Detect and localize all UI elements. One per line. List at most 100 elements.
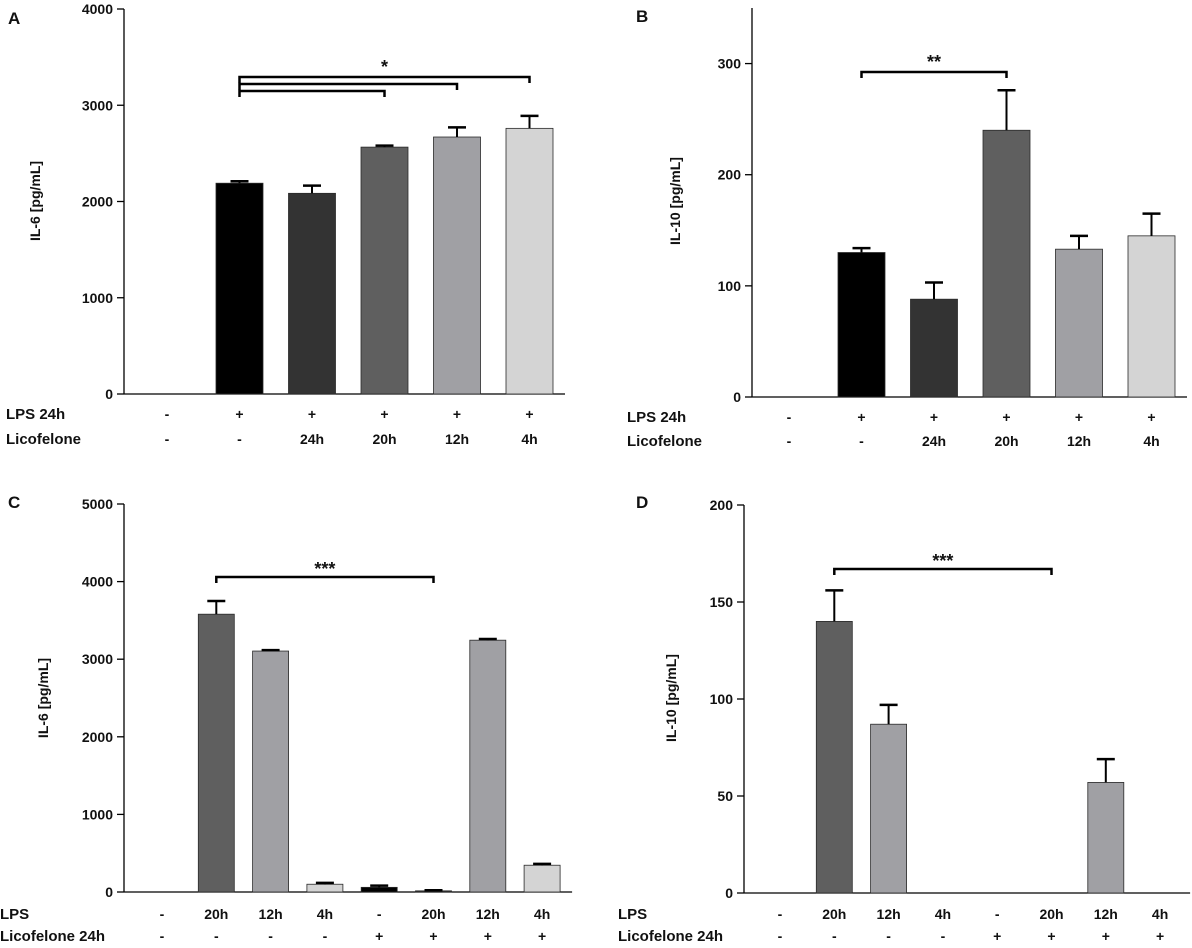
condition-value: + (1147, 409, 1155, 425)
condition-value: - (859, 433, 864, 449)
y-axis-title: IL-10 [pg/mL] (663, 654, 679, 742)
y-tick-label: 0 (725, 885, 733, 901)
y-tick-label: 300 (718, 56, 742, 72)
condition-value: - (778, 928, 783, 944)
condition-value: - (787, 409, 792, 425)
condition-value: 24h (922, 433, 946, 449)
condition-value: - (787, 433, 792, 449)
y-tick-label: 3000 (82, 97, 113, 113)
condition-value: - (377, 906, 382, 922)
y-tick-label: 1000 (82, 290, 113, 306)
y-tick-label: 5000 (82, 496, 113, 512)
panel-letter: C (8, 493, 20, 512)
condition-value: + (1156, 928, 1164, 944)
condition-value: + (453, 406, 461, 422)
y-tick-label: 200 (718, 167, 742, 183)
y-axis-title: IL-6 [pg/mL] (27, 161, 43, 241)
panel-letter: D (636, 493, 648, 512)
condition-value: + (429, 928, 437, 944)
condition-value: - (214, 928, 219, 944)
y-tick-label: 100 (710, 691, 734, 707)
panel-letter: A (8, 9, 20, 28)
y-tick-label: 0 (733, 389, 741, 405)
bar (215, 182, 264, 395)
condition-value: 20h (822, 906, 846, 922)
y-tick-label: 4000 (82, 574, 113, 590)
condition-value: - (778, 906, 783, 922)
condition-value: - (165, 431, 170, 447)
bar (433, 136, 481, 395)
row-label: LPS 24h (6, 406, 65, 423)
panel-D: D 0 50 100 150 200 IL-10 [pg/mL] *** LPS - 20h 12h 4… (618, 493, 1191, 945)
condition-value: - (941, 928, 946, 944)
significance-bracket (238, 75, 531, 83)
row-label: LPS (0, 906, 29, 923)
condition-value: 4h (935, 906, 951, 922)
condition-value: 20h (372, 431, 396, 447)
significance-bracket (215, 575, 435, 583)
bar (870, 723, 907, 894)
row-label: LPS 24h (627, 409, 686, 426)
condition-value: + (993, 928, 1001, 944)
condition-value: + (538, 928, 546, 944)
y-tick-label: 0 (105, 884, 113, 900)
y-tick-label: 200 (710, 497, 734, 513)
row-label: Licofelone 24h (618, 928, 723, 945)
y-tick-label: 1000 (82, 806, 113, 822)
y-tick-label: 50 (717, 788, 733, 804)
condition-value: 4h (1152, 906, 1168, 922)
significance-bracket (238, 89, 386, 97)
condition-value: 4h (534, 906, 550, 922)
panel-A: A 0 1000 2000 3000 4000 IL-6 [pg/mL] * LPS 24h - +… (6, 1, 565, 448)
row-label: LPS (618, 906, 647, 923)
row-label: Licofelone (6, 431, 81, 448)
condition-value: + (380, 406, 388, 422)
bar (523, 864, 561, 893)
bar (1087, 782, 1125, 894)
significance-bracket (833, 567, 1053, 575)
condition-value: - (165, 406, 170, 422)
bar (197, 613, 235, 893)
bar (982, 129, 1031, 398)
y-tick-label: 0 (105, 386, 113, 402)
condition-value: - (268, 928, 273, 944)
condition-value: 12h (1094, 906, 1118, 922)
y-tick-label: 3000 (82, 651, 113, 667)
condition-value: + (375, 928, 383, 944)
condition-value: + (484, 928, 492, 944)
condition-value: 12h (1067, 433, 1091, 449)
condition-value: - (886, 928, 891, 944)
condition-value: - (995, 906, 1000, 922)
condition-value: 4h (1143, 433, 1159, 449)
condition-value: 12h (877, 906, 901, 922)
condition-value: + (1102, 928, 1110, 944)
condition-value: 4h (521, 431, 537, 447)
condition-value: - (160, 928, 165, 944)
condition-value: - (323, 928, 328, 944)
condition-value: 24h (300, 431, 324, 447)
bar (815, 621, 853, 894)
condition-value: 12h (259, 906, 283, 922)
condition-value: - (160, 906, 165, 922)
row-label: Licofelone 24h (0, 928, 105, 945)
condition-value: + (1002, 409, 1010, 425)
y-axis-title: IL-6 [pg/mL] (35, 658, 51, 738)
condition-value: 20h (1039, 906, 1063, 922)
panel-B: B 0 100 200 300 IL-10 [pg/mL] ** LPS 24h - + + + + + L… (627, 7, 1187, 450)
y-tick-label: 2000 (82, 729, 113, 745)
panel-letter: B (636, 7, 648, 26)
condition-value: + (1047, 928, 1055, 944)
y-tick-label: 100 (718, 278, 742, 294)
significance-bracket (860, 70, 1008, 78)
bar (505, 127, 554, 395)
significance-label: ** (927, 52, 941, 72)
condition-value: + (235, 406, 243, 422)
condition-value: 4h (317, 906, 333, 922)
bar (1127, 235, 1176, 398)
condition-value: 20h (994, 433, 1018, 449)
significance-bracket (238, 82, 459, 90)
condition-value: - (832, 928, 837, 944)
row-label: Licofelone (627, 433, 702, 450)
condition-value: + (930, 409, 938, 425)
